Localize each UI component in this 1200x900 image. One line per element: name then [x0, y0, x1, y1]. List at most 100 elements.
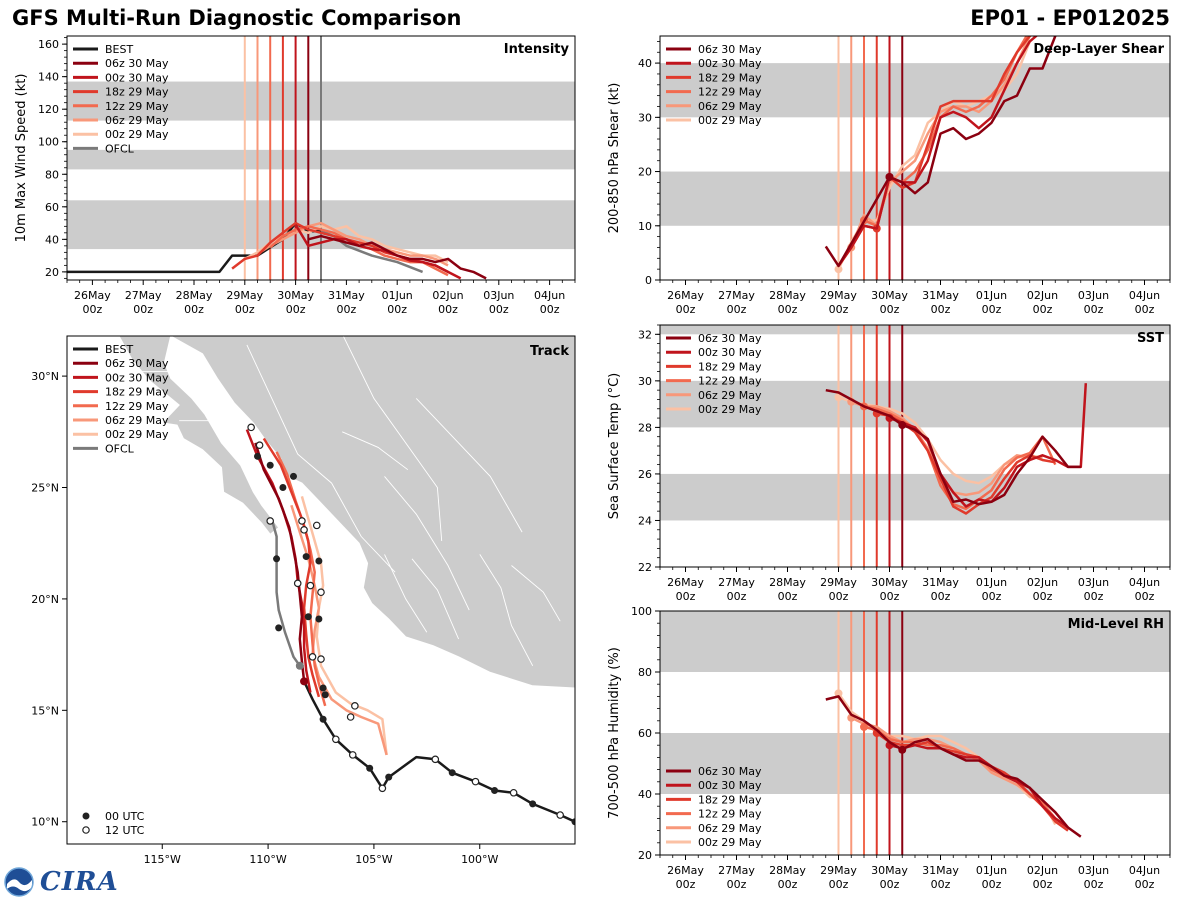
legend-label-18z-29-may: 18z 29 May [698, 71, 762, 84]
track-panel: 10°N 15°N 20°N 25°N 30°N 115°W 110°W 105°W 100°W… [31, 335, 576, 866]
x-tick-sublabel: 00z [829, 590, 849, 603]
x-tick-sublabel: 00z [1084, 590, 1104, 603]
y-tick-label: 26 [638, 468, 652, 481]
y-tick-label: 140 [38, 71, 59, 84]
init-point-12z-29-may [860, 722, 868, 731]
y-tick-label: 120 [38, 103, 59, 116]
lat-tick-label: 15°N [31, 704, 59, 717]
legend-label-06z-29-may: 06z 29 May [105, 414, 169, 427]
y-tick-label: 10 [638, 220, 652, 233]
track-line-ofcl [271, 520, 301, 667]
legend-label-ofcl: OFCL [105, 142, 135, 155]
series-line-00z-30-may [889, 743, 1069, 829]
x-tick-sublabel: 00z [829, 303, 849, 316]
series-line-12z-29-may [863, 405, 1057, 511]
x-tick-label: 26May [667, 576, 704, 589]
x-tick-sublabel: 00z [337, 303, 357, 316]
track-point-12utc [471, 777, 480, 786]
track-point-00utc [304, 613, 312, 621]
legend-label-06z-30-may: 06z 30 May [698, 43, 762, 56]
y-tick-label: 100 [631, 605, 652, 618]
x-tick-label: 30May [871, 576, 908, 589]
series-line-06z-30-may [825, 695, 1082, 838]
legend-label-06z-30-may: 06z 30 May [105, 57, 169, 70]
lat-tick-label: 10°N [31, 816, 59, 829]
track-point-00utc [279, 484, 287, 492]
legend-label-00z-29-may: 00z 29 May [698, 114, 762, 127]
track-point-00utc [315, 615, 323, 623]
state-border [246, 344, 396, 573]
x-tick-sublabel: 00z [286, 303, 306, 316]
panel-title: Deep-Layer Shear [1033, 42, 1164, 57]
track-point-12utc [317, 588, 325, 597]
y-tick-label: 100 [38, 136, 59, 149]
legend-label-18z-29-may: 18z 29 May [105, 386, 169, 399]
x-tick-label: 31May [922, 289, 959, 302]
init-point-06z-30-may [898, 421, 907, 430]
x-tick-label: 31May [922, 576, 959, 589]
x-tick-label: 26May [74, 289, 111, 302]
legend-label-00z-29-may: 00z 29 May [105, 428, 169, 441]
x-tick-label: 01Jun [976, 289, 1007, 302]
track-line-best [302, 680, 575, 823]
x-tick-label: 02Jun [1027, 576, 1058, 589]
x-tick-sublabel: 00z [133, 303, 153, 316]
lon-tick-label: 100°W [461, 853, 498, 866]
panel-title: Mid-Level RH [1068, 617, 1164, 632]
x-tick-label: 29May [820, 576, 857, 589]
init-point-06z-30-may [885, 172, 894, 181]
panel-title: Track [530, 344, 569, 359]
x-tick-sublabel: 00z [931, 590, 951, 603]
x-tick-sublabel: 00z [829, 878, 849, 891]
lat-tick-label: 30°N [31, 370, 59, 383]
init-point-06z-30-may [898, 745, 907, 754]
x-tick-sublabel: 00z [235, 303, 255, 316]
x-tick-label: 26May [667, 289, 704, 302]
y-tick-label: 40 [45, 233, 59, 246]
x-tick-sublabel: 00z [880, 303, 900, 316]
lat-tick-label: 20°N [31, 593, 59, 606]
track-point-00utc [254, 452, 261, 460]
y-tick-label: 80 [45, 168, 59, 181]
legend-label-06z-29-may: 06z 29 May [698, 822, 762, 835]
track-point-00utc [491, 787, 499, 795]
legend-label-best: BEST [105, 343, 133, 356]
state-border [479, 554, 534, 667]
figure-title: GFS Multi-Run Diagnostic Comparison [12, 6, 462, 30]
y-tick-label: 20 [45, 266, 59, 279]
x-tick-sublabel: 00z [727, 590, 747, 603]
y-tick-label: 0 [645, 274, 652, 287]
track-point-12utc [431, 755, 440, 764]
logo-text: CIRA [40, 867, 119, 897]
x-tick-sublabel: 00z [387, 303, 407, 316]
track-frame [66, 335, 576, 845]
x-tick-sublabel: 00z [184, 303, 204, 316]
init-point-00z-29-may [834, 393, 843, 402]
lon-tick-label: 105°W [355, 853, 392, 866]
rh-panel: 2040608010026May00z27May00z28May00z29May… [607, 605, 1171, 891]
legend-label-18z-29-may: 18z 29 May [698, 793, 762, 806]
series-line-06z-30-may [307, 234, 487, 280]
track-point-00utc [366, 764, 374, 772]
legend-label-00z-30-may: 00z 30 May [698, 57, 762, 70]
cira-logo: CIRA [4, 866, 119, 898]
track-point-12utc [298, 517, 306, 525]
marker-legend-label: 00 UTC [105, 810, 145, 823]
x-tick-sublabel: 00z [982, 878, 1002, 891]
legend-label-06z-30-may: 06z 30 May [698, 332, 762, 345]
threshold-band [660, 473, 1170, 521]
x-tick-label: 03Jun [1078, 576, 1109, 589]
track-point-00utc [273, 555, 281, 563]
x-tick-label: 03Jun [1078, 289, 1109, 302]
y-tick-label: 24 [638, 514, 652, 527]
x-tick-label: 01Jun [382, 289, 413, 302]
y-tick-label: 20 [638, 166, 652, 179]
track-point-00utc [385, 773, 393, 781]
state-border [415, 398, 523, 533]
y-axis-label: Sea Surface Temp (°C) [607, 373, 622, 520]
y-tick-label: 30 [638, 375, 652, 388]
track-point-00utc [448, 769, 456, 777]
init-point-00z-29-may [834, 689, 843, 698]
legend-marker-12utc [82, 826, 90, 834]
x-tick-label: 01Jun [976, 864, 1007, 877]
